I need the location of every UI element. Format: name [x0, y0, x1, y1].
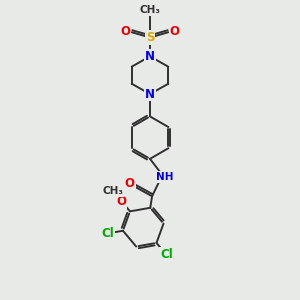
Text: N: N: [145, 88, 155, 100]
Text: O: O: [170, 25, 180, 38]
Text: O: O: [120, 25, 130, 38]
Text: Cl: Cl: [160, 248, 173, 261]
Text: NH: NH: [156, 172, 173, 182]
Text: CH₃: CH₃: [102, 186, 123, 196]
Text: O: O: [116, 195, 127, 208]
Text: S: S: [146, 31, 154, 44]
Text: N: N: [145, 50, 155, 63]
Text: O: O: [125, 177, 135, 190]
Text: Cl: Cl: [101, 227, 114, 240]
Text: CH₃: CH₃: [140, 5, 160, 15]
